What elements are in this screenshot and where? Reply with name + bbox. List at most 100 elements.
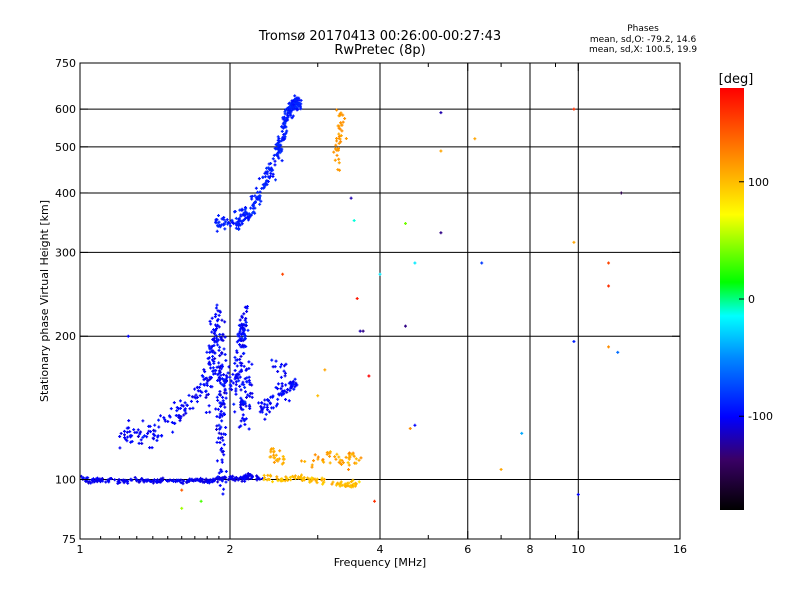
data-point [241, 416, 245, 420]
data-point [373, 499, 377, 503]
data-point [118, 446, 122, 450]
data-point [245, 212, 249, 216]
data-point [234, 216, 238, 220]
data-point [258, 477, 262, 481]
colorbar-tick-label: 0 [748, 293, 755, 306]
data-point [572, 240, 576, 244]
data-point [234, 374, 238, 378]
data-point [335, 147, 339, 151]
data-point [253, 206, 257, 210]
data-point [217, 348, 221, 352]
data-point [173, 421, 177, 425]
data-point [151, 479, 155, 483]
data-point [181, 479, 185, 483]
data-point [259, 199, 263, 203]
data-point [161, 478, 165, 482]
data-point [349, 196, 353, 200]
data-point [378, 272, 382, 276]
data-point [239, 403, 243, 407]
data-point [138, 432, 142, 436]
x-tick-label: 8 [527, 543, 534, 556]
data-point [276, 479, 280, 483]
data-point [95, 476, 99, 480]
data-point [337, 161, 341, 165]
data-point [216, 475, 220, 479]
data-point [323, 368, 327, 372]
data-point [316, 394, 320, 398]
data-point [266, 473, 270, 477]
data-point [149, 480, 153, 484]
data-point [217, 325, 221, 329]
data-point [224, 426, 228, 430]
data-point [292, 387, 296, 391]
data-point [129, 435, 133, 439]
data-point [217, 371, 221, 375]
data-point [217, 471, 221, 475]
data-point [118, 481, 122, 485]
data-point [282, 392, 286, 396]
data-point [272, 453, 276, 457]
data-point [354, 482, 358, 486]
data-point [272, 456, 276, 460]
data-point [294, 381, 298, 385]
data-point [337, 126, 341, 130]
data-point [248, 214, 252, 218]
data-point [179, 481, 183, 485]
data-point [339, 111, 343, 115]
data-point [156, 435, 160, 439]
data-point [288, 386, 292, 390]
data-point [212, 343, 216, 347]
data-point [217, 361, 221, 365]
data-point [116, 480, 120, 484]
data-point [269, 448, 273, 452]
data-point [242, 331, 246, 335]
data-point [135, 478, 139, 482]
data-point [202, 378, 206, 382]
data-point [234, 387, 238, 391]
data-point [344, 137, 348, 141]
data-point [192, 478, 196, 482]
data-point [336, 124, 340, 128]
data-point [277, 143, 281, 147]
data-point [321, 457, 325, 461]
data-point [346, 468, 350, 472]
data-point [313, 453, 317, 457]
data-point [136, 435, 140, 439]
data-point [302, 475, 306, 479]
data-point [243, 323, 247, 327]
data-point [148, 446, 152, 450]
data-point [222, 378, 226, 382]
data-point [280, 159, 284, 163]
data-point [215, 427, 219, 431]
data-point [328, 454, 332, 458]
data-point [520, 431, 524, 435]
data-point [216, 407, 220, 411]
data-point [194, 393, 198, 397]
grid-lines [80, 63, 680, 539]
data-point [216, 309, 220, 313]
data-point [289, 382, 293, 386]
data-point [263, 398, 267, 402]
colorbar-ticks: 100 0 -100 [739, 176, 773, 423]
data-point [106, 479, 110, 483]
data-point [195, 400, 199, 404]
data-point [335, 137, 339, 141]
data-point [215, 338, 219, 342]
data-point [205, 350, 209, 354]
data-point [239, 327, 243, 331]
phases-x-stats: mean, sd,X: 100.5, 19.9 [589, 45, 697, 55]
data-point [211, 338, 215, 342]
data-point [239, 388, 243, 392]
data-point [341, 461, 345, 465]
data-point [136, 428, 140, 432]
data-point [243, 336, 247, 340]
data-point [228, 375, 232, 379]
data-point [220, 336, 224, 340]
data-point [210, 480, 214, 484]
data-point [200, 374, 204, 378]
data-point [205, 381, 209, 385]
data-point [270, 358, 274, 362]
data-point [283, 374, 287, 378]
data-point [248, 391, 252, 395]
data-point [292, 107, 296, 111]
